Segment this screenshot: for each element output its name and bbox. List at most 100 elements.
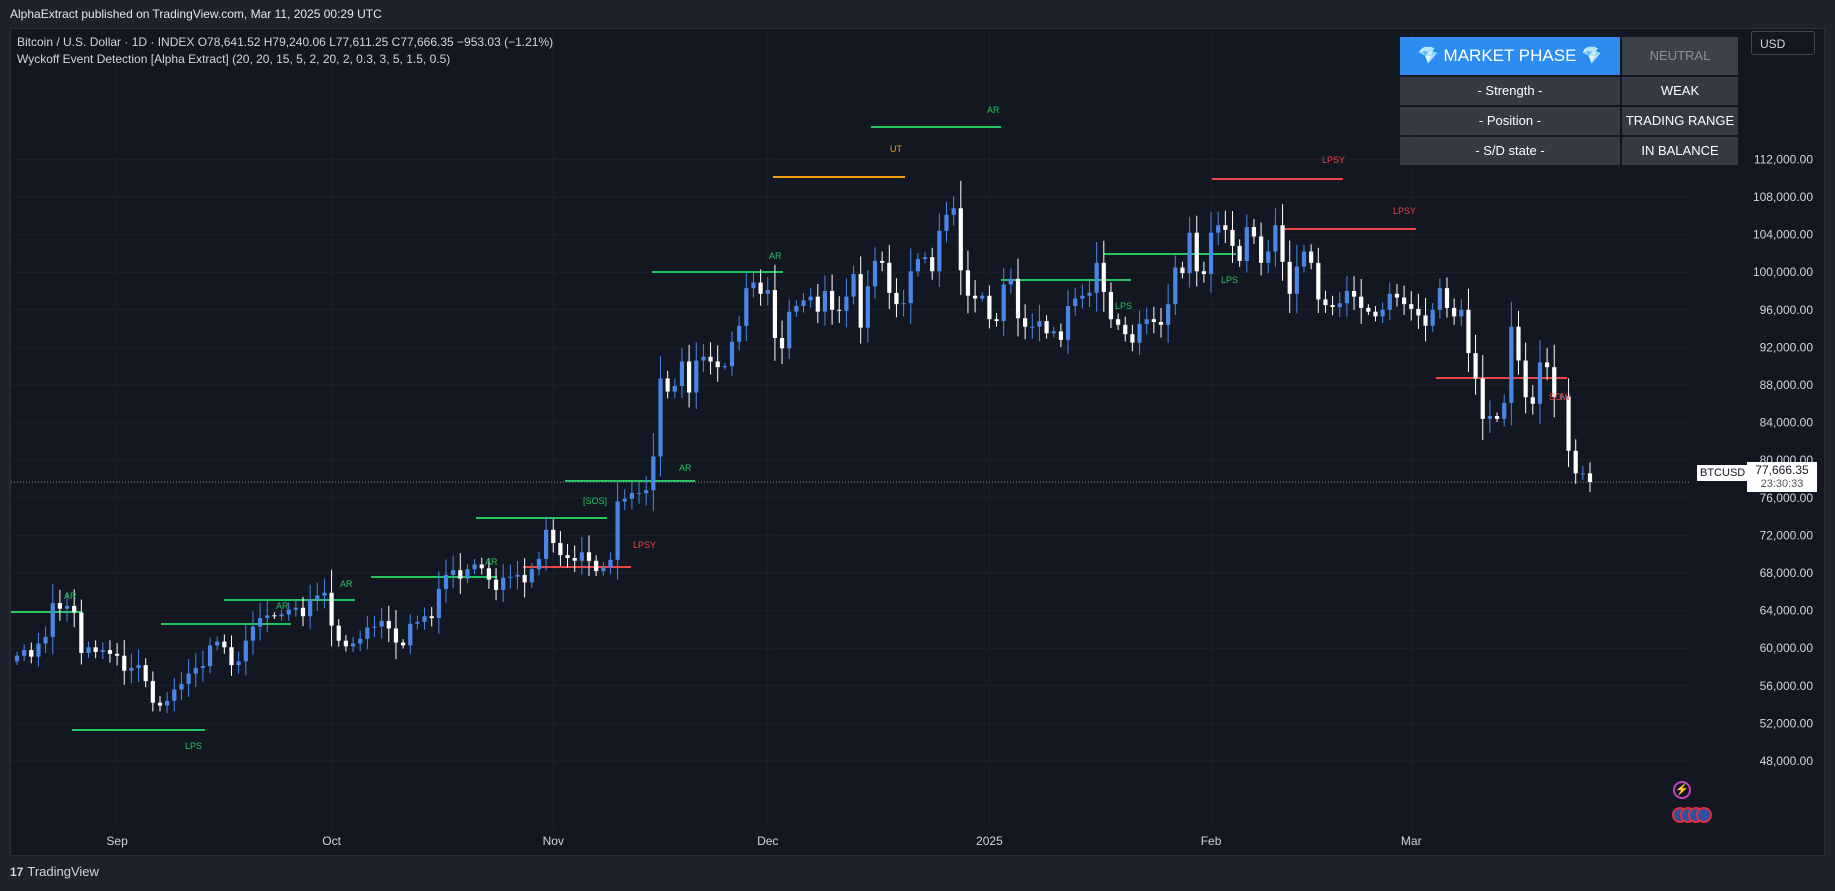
candle-body [880,260,885,263]
event-lpsy-1: LPSY [633,540,656,550]
currency-selector[interactable]: USD [1751,31,1815,55]
candle-body [944,214,949,231]
candle-body [815,296,820,312]
candle-body [851,274,856,297]
candle-body [1015,278,1021,319]
event-ar-3: AR [340,579,353,589]
sd-state-value: IN BALANCE [1622,137,1738,165]
y-tick-label: 68,000.00 [1760,566,1814,580]
candle-body [465,569,470,579]
candle-body [1194,232,1199,272]
candle-body [1559,396,1564,398]
y-tick-label: 92,000.00 [1760,340,1814,354]
candle-body [1337,303,1342,307]
x-tick-label: Dec [757,834,778,848]
candle-body [265,615,270,619]
candle-body [894,292,899,305]
candle-body [215,641,220,646]
lightning-icon[interactable]: ⚡ [1673,781,1691,799]
candle-body [1180,267,1185,274]
candle-body [1037,321,1042,327]
candle-body [1373,311,1378,317]
candle-body [1137,323,1142,343]
phase-value: NEUTRAL [1622,37,1738,75]
candle-body [1173,267,1178,305]
candle-body [250,626,256,641]
publish-header: AlphaExtract published on TradingView.co… [0,0,1835,28]
candle-body [694,360,699,393]
phase-row-position: - Position - TRADING RANGE [1400,107,1740,135]
candle-body [1359,296,1364,308]
candle-body [258,618,263,627]
phase-row-strength: - Strength - WEAK [1400,77,1740,105]
candle-body [808,296,813,301]
y-tick-label: 112,000.00 [1754,152,1813,166]
candle-body [672,385,677,392]
last-price-value: 77,666.35 [1755,463,1809,477]
economic-events-flags[interactable] [1672,807,1720,825]
candle-body [293,607,298,610]
candle-body [701,356,706,361]
y-tick-label: 104,000.00 [1753,228,1813,242]
chart-frame[interactable]: AR LPS AR AR AR [SOS] LPSY AR AR UT AR L… [10,28,1825,856]
candle-body [1423,315,1428,326]
candle-body [379,620,384,627]
candle-body [1201,271,1206,275]
candle-body [372,626,377,628]
candle-body [1116,319,1121,325]
candle-body [1223,225,1228,230]
candle-body [100,650,105,652]
candle-body [636,493,642,495]
candle-body [1466,309,1471,354]
candle-body [458,570,463,579]
candle-body [1444,288,1450,308]
y-axis: 48,000.00 52,000.00 56,000.00 60,000.00 64,0… [1753,152,1813,768]
candle-body [122,655,127,671]
candle-body [1437,288,1442,310]
event-ar-2: AR [276,601,289,611]
candle-body [987,295,992,320]
candle-body [801,300,806,307]
candle-body [508,576,513,578]
candle-body [329,592,334,626]
candle-body [1101,262,1106,292]
candle-body [515,574,520,577]
candle-body [586,552,592,561]
candle-body [536,558,542,570]
candle-body [1509,326,1514,403]
candle-body [1330,305,1335,307]
candle-body [207,645,213,667]
candle-body [1545,362,1550,368]
candle-body [1416,308,1421,316]
tradingview-brand[interactable]: 17 TradingView [10,862,99,882]
candle-body [1051,331,1056,334]
candle-body [594,560,599,572]
y-tick-label: 52,000.00 [1760,716,1814,730]
price-chart[interactable]: AR LPS AR AR AR [SOS] LPSY AR AR UT AR L… [11,29,1824,855]
candle-body [157,702,163,706]
candle-body [758,282,763,294]
event-ut: UT [890,144,902,154]
tradingview-logo-icon: 17 [10,865,24,879]
candle-body [601,567,606,572]
candle-body [436,588,441,619]
candle-body [687,361,692,393]
candle-body [1516,326,1521,361]
candle-body [858,274,863,328]
candle-body [493,579,499,590]
candle-body [565,555,570,558]
candle-body [415,621,420,624]
y-tick-label: 88,000.00 [1760,378,1814,392]
candle-body [644,490,649,494]
candle-body [1480,378,1485,419]
candle-body [1301,251,1307,267]
candle-body [315,595,320,600]
candle-body [72,605,77,613]
candle-body [1587,473,1593,483]
candle-body [64,605,70,609]
candle-body [29,650,34,657]
candle-body [1344,291,1349,304]
x-tick-label: Sep [106,834,128,848]
candle-body [1008,278,1013,285]
candle-body [980,295,985,299]
